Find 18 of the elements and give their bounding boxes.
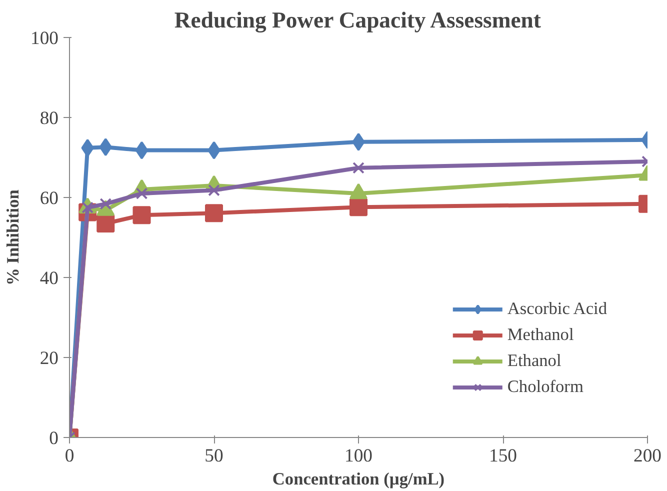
x-tick-label: 200 <box>634 446 662 466</box>
y-tick-label: 40 <box>40 268 58 289</box>
y-tick-label: 100 <box>30 28 58 49</box>
x-tick-label: 150 <box>489 446 517 466</box>
x-tick-label: 0 <box>64 446 74 466</box>
y-tick-label: 80 <box>40 108 58 129</box>
legend-label: Ethanol <box>507 351 562 371</box>
x-tick-label: 50 <box>204 446 224 466</box>
x-axis-title: Concentration (µg/mL) <box>272 470 445 488</box>
legend-label: Choloform <box>507 377 584 397</box>
y-tick-label: 60 <box>40 188 58 209</box>
y-tick-label: 20 <box>40 348 58 369</box>
y-tick-label: 0 <box>49 428 58 449</box>
legend-label: Ascorbic Acid <box>507 299 607 319</box>
legend-label: Methanol <box>507 325 574 345</box>
chart-title: Reducing Power Capacity Assessment <box>174 8 542 32</box>
y-axis-title: % Inhibition <box>4 189 23 286</box>
x-tick-label: 100 <box>344 446 372 466</box>
